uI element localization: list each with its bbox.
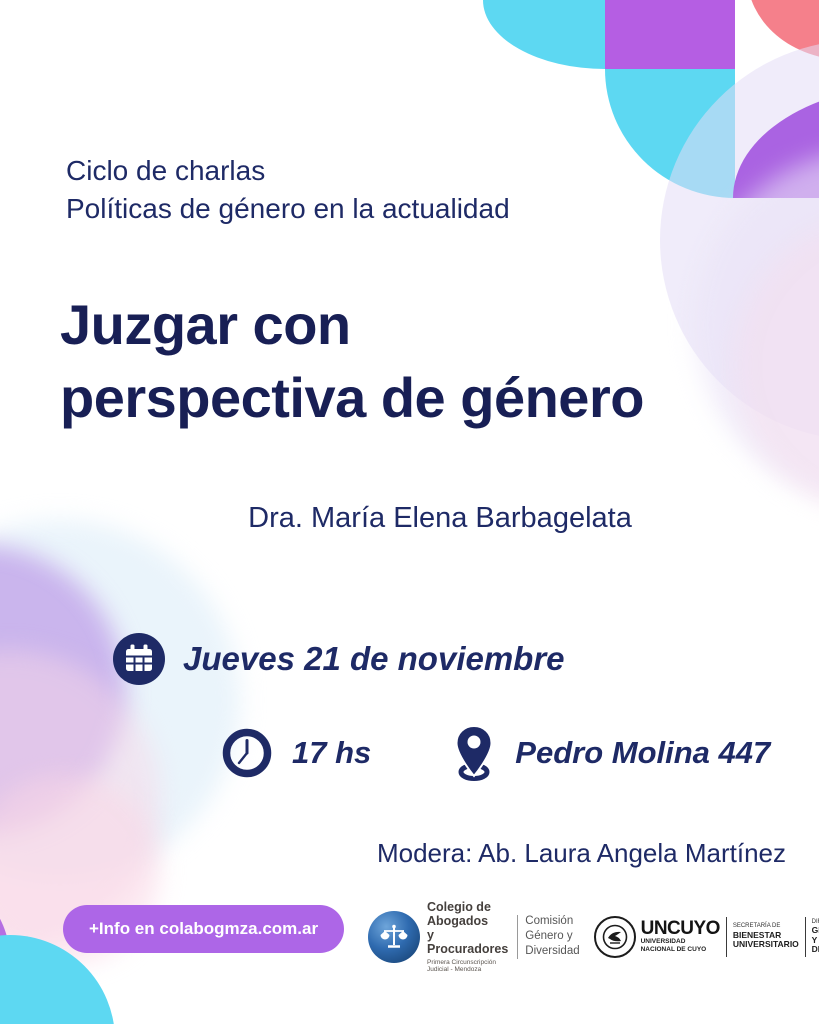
uncuyo-wordmark-block: UNCUYO UNIVERSIDAD NACIONAL DE CUYO bbox=[640, 918, 721, 954]
time-location-row: 17 hs Pedro Molina 447 bbox=[222, 724, 770, 782]
comision-text-block: Comisión Género y Diversidad bbox=[525, 914, 579, 959]
uncuyo-sub-line-2: NACIONAL DE CUYO bbox=[640, 946, 707, 953]
divider bbox=[804, 916, 806, 957]
info-cta-button[interactable]: +Info en colabogmza.com.ar bbox=[63, 905, 345, 953]
date-row: Jueves 21 de noviembre bbox=[113, 633, 565, 685]
decor-soft-blue-left bbox=[0, 520, 240, 880]
location-pin-icon bbox=[453, 724, 495, 782]
decor-cyan-corner-top bbox=[483, 0, 605, 69]
scales-of-justice-icon bbox=[368, 910, 420, 963]
colegio-name-line-1: Colegio de Abogados bbox=[427, 900, 491, 928]
logo-colegio: Colegio de Abogados y Procuradores Prime… bbox=[368, 900, 580, 973]
secretaria-line-3: UNIVERSITARIO bbox=[732, 939, 799, 950]
event-location: Pedro Molina 447 bbox=[515, 735, 771, 770]
divider bbox=[516, 914, 518, 959]
decor-purple-quarter-right bbox=[733, 85, 819, 198]
title-line-1: Juzgar con bbox=[60, 293, 351, 356]
divider bbox=[725, 916, 727, 957]
direccion-line-1: DIRECCIÓN DE bbox=[811, 918, 819, 925]
decor-purple-sliver-bottom bbox=[0, 870, 10, 1024]
moderator-line: Modera: Ab. Laura Angela Martínez bbox=[376, 838, 786, 868]
comision-line-3: Diversidad bbox=[525, 945, 580, 957]
calendar-icon bbox=[113, 633, 165, 685]
comision-line-2: Género y bbox=[525, 930, 573, 942]
logo-uncuyo: UNCUYO UNIVERSIDAD NACIONAL DE CUYO SECR… bbox=[593, 915, 819, 958]
series-block: Ciclo de charlas Políticas de género en … bbox=[66, 152, 510, 228]
direccion-line-2: GÉNERO bbox=[811, 925, 819, 935]
decor-soft-purple-left bbox=[0, 545, 125, 835]
colegio-subtitle: Primera Circunscripción Judicial - Mendo… bbox=[427, 959, 496, 973]
secretaria-line-1: SECRETARÍA DE bbox=[732, 923, 781, 930]
title-line-2: perspectiva de género bbox=[60, 366, 644, 429]
page-title: Juzgar con perspectiva de género bbox=[60, 288, 644, 434]
secretaria-line-2: BIENESTAR bbox=[732, 929, 782, 940]
colegio-name-line-2: y Procuradores bbox=[427, 928, 509, 956]
uncuyo-secretaria-block: SECRETARÍA DE BIENESTAR UNIVERSITARIO bbox=[733, 923, 799, 950]
decor-cyan-quarter bbox=[605, 69, 735, 198]
event-date: Jueves 21 de noviembre bbox=[183, 640, 565, 677]
decor-soft-pink-right bbox=[735, 215, 819, 515]
decor-lavender-circle-right bbox=[660, 40, 819, 440]
series-line-1: Ciclo de charlas bbox=[66, 155, 266, 186]
direccion-line-3: Y DIVERSIDAD bbox=[811, 934, 819, 954]
decor-soft-lavender-right bbox=[695, 150, 819, 500]
uncuyo-seal-icon bbox=[593, 915, 636, 958]
logo-strip: Colegio de Abogados y Procuradores Prime… bbox=[368, 900, 819, 973]
uncuyo-wordmark: UNCUYO bbox=[640, 918, 721, 939]
colegio-text-block: Colegio de Abogados y Procuradores Prime… bbox=[427, 900, 509, 973]
uncuyo-direccion-block: DIRECCIÓN DE GÉNERO Y DIVERSIDAD bbox=[812, 919, 819, 955]
uncuyo-sub-line-1: UNIVERSIDAD bbox=[640, 938, 686, 945]
comision-line-1: Comisión bbox=[525, 915, 574, 927]
decor-purple-square bbox=[605, 0, 735, 69]
clock-icon bbox=[222, 728, 272, 778]
speaker-name: Dra. María Elena Barbagelata bbox=[248, 502, 632, 534]
event-time: 17 hs bbox=[292, 735, 372, 770]
series-line-2: Políticas de género en la actualidad bbox=[66, 193, 510, 224]
decor-coral-circle bbox=[747, 0, 819, 60]
